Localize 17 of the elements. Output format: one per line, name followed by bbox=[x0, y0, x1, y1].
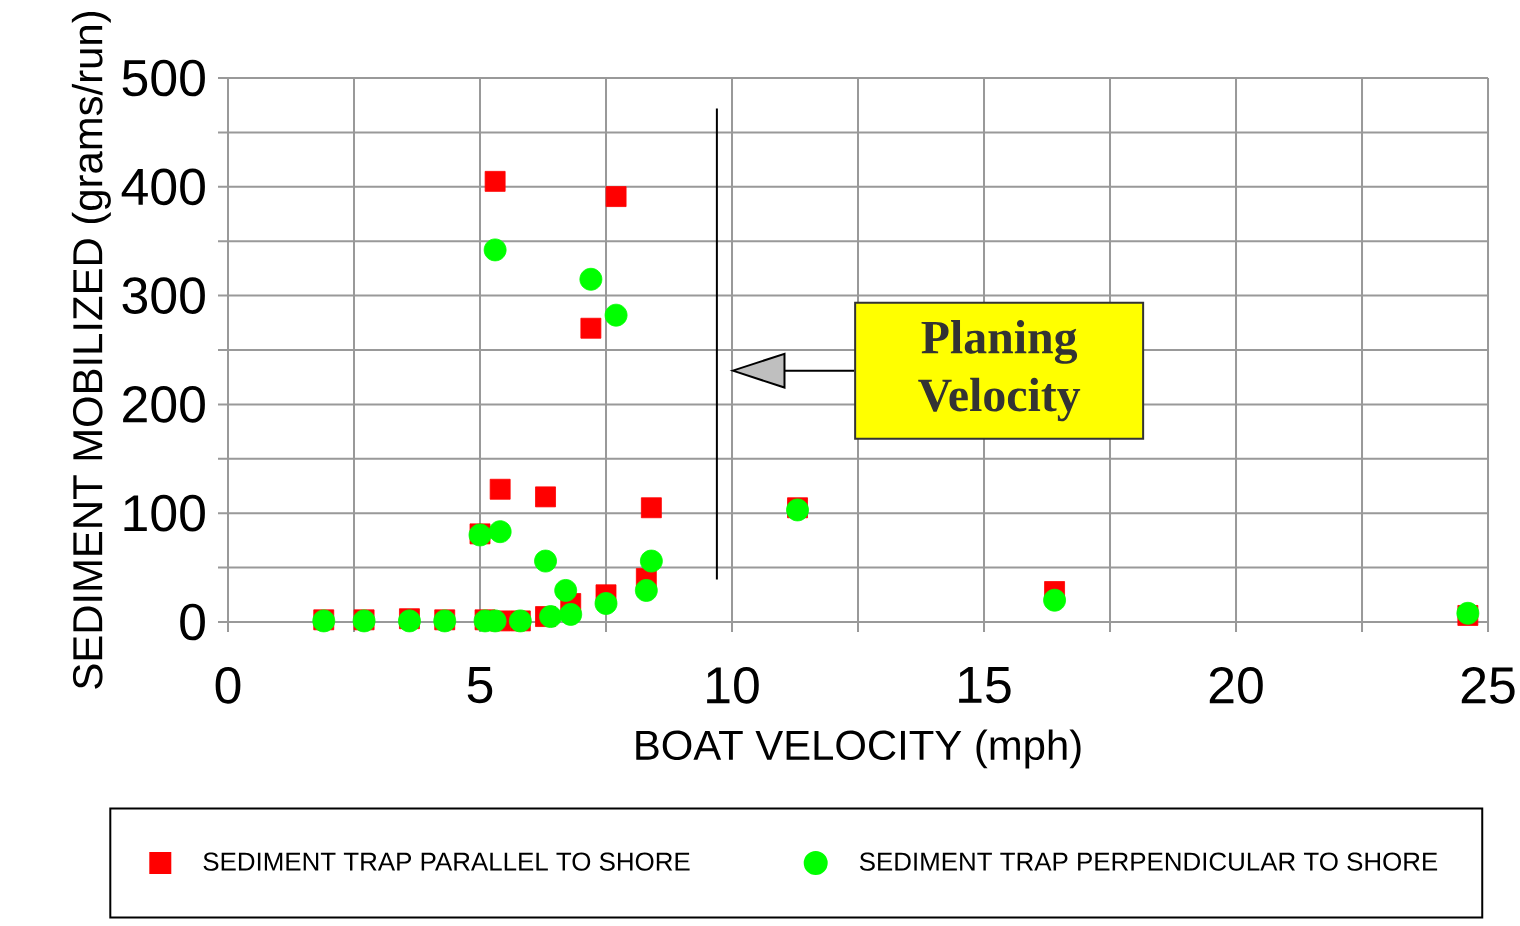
x-tick-label: 25 bbox=[1461, 667, 1515, 704]
x-tick-label: 15 bbox=[959, 667, 1011, 704]
x-tick-label: 10 bbox=[707, 667, 759, 704]
x-tick-label: 0 bbox=[215, 667, 241, 704]
x-tick-label: 5 bbox=[467, 667, 493, 704]
y-tick-label: 300 bbox=[122, 277, 205, 314]
legend-label: SEDIMENT TRAP PERPENDICULAR TO SHORE bbox=[859, 852, 1438, 871]
annotation: Planing Velocity bbox=[918, 320, 1081, 422]
y-tick-label: 100 bbox=[124, 494, 205, 532]
y-tick-label: 0 bbox=[180, 603, 205, 641]
y-tick-label: 500 bbox=[122, 59, 205, 97]
x-tick-label: 20 bbox=[1209, 667, 1263, 704]
x-axis-title: BOAT VELOCITY (mph) bbox=[636, 729, 1081, 769]
y-tick-label: 200 bbox=[123, 386, 205, 423]
y-tick-label: 400 bbox=[121, 168, 205, 206]
legend-label: SEDIMENT TRAP PARALLEL TO SHORE bbox=[203, 852, 690, 871]
y-axis-title: SEDIMENT MOBILIZED (grams/run) bbox=[71, 12, 111, 689]
